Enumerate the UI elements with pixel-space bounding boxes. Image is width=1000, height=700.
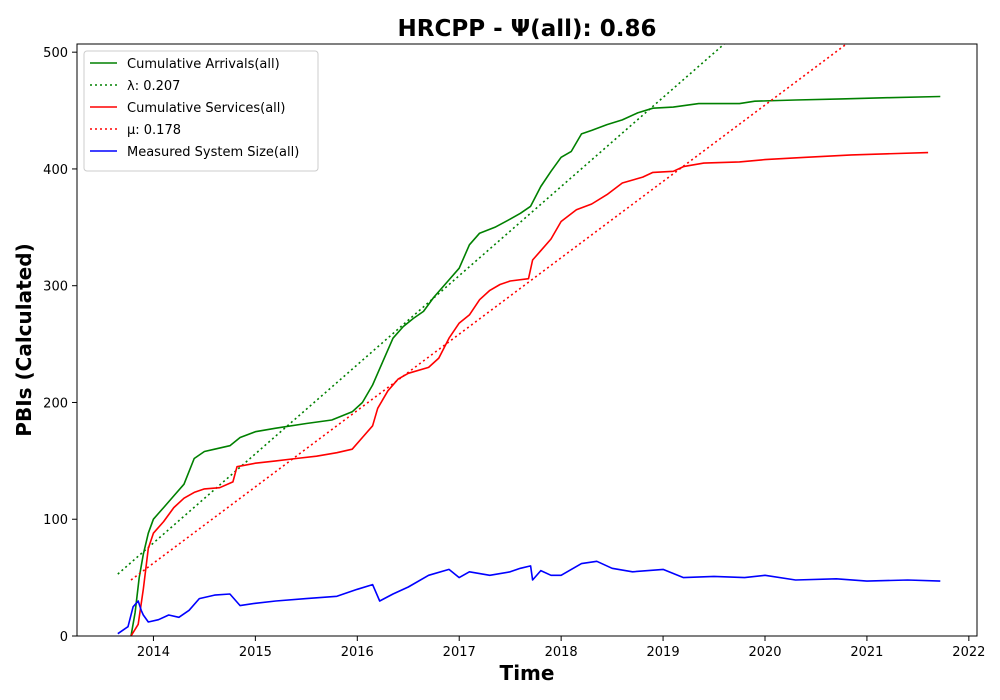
legend-label-0: Cumulative Arrivals(all)	[127, 57, 280, 72]
y-tick-label-0: 0	[60, 630, 68, 645]
series-line-1	[117, 44, 725, 575]
plot-area	[117, 44, 941, 636]
legend: Cumulative Arrivals(all) λ: 0.207 Cumulati…	[83, 50, 319, 172]
x-tick-label-7: 2021	[850, 645, 883, 660]
x-tick-label-4: 2018	[545, 645, 578, 660]
y-tick-label-1: 100	[43, 513, 68, 528]
legend-label-2: Cumulative Services(all)	[127, 101, 285, 116]
series-line-3	[130, 44, 847, 581]
legend-label-4: Measured System Size(all)	[127, 145, 299, 160]
legend-label-1: λ: 0.207	[127, 79, 180, 94]
x-tick-label-0: 2014	[137, 645, 170, 660]
y-axis-title: PBIs (Calculated)	[12, 243, 36, 436]
y-axis: 0 100 200 300 400 500	[43, 46, 77, 645]
y-tick-label-2: 200	[43, 396, 68, 411]
y-tick-label-4: 400	[43, 163, 68, 178]
x-tick-label-5: 2019	[647, 645, 680, 660]
x-axis: 2014 2015 2016 2017 2018 2019 2020 2021 2022	[137, 636, 985, 660]
x-tick-label-2: 2016	[341, 645, 374, 660]
x-tick-label-6: 2020	[748, 645, 781, 660]
x-axis-title: Time	[500, 661, 555, 685]
y-tick-label-5: 500	[43, 46, 68, 61]
plot-frame	[76, 43, 978, 637]
legend-box	[83, 50, 319, 172]
y-tick-label-3: 300	[43, 280, 68, 295]
chart-title: HRCPP - Ψ(all): 0.86	[398, 16, 657, 42]
x-tick-label-8: 2022	[952, 645, 985, 660]
series-line-0	[130, 95, 941, 636]
x-tick-label-1: 2015	[239, 645, 272, 660]
series-line-2	[130, 151, 929, 636]
x-tick-label-3: 2017	[443, 645, 476, 660]
legend-label-3: μ: 0.178	[127, 123, 181, 138]
series-line-4	[117, 560, 941, 635]
